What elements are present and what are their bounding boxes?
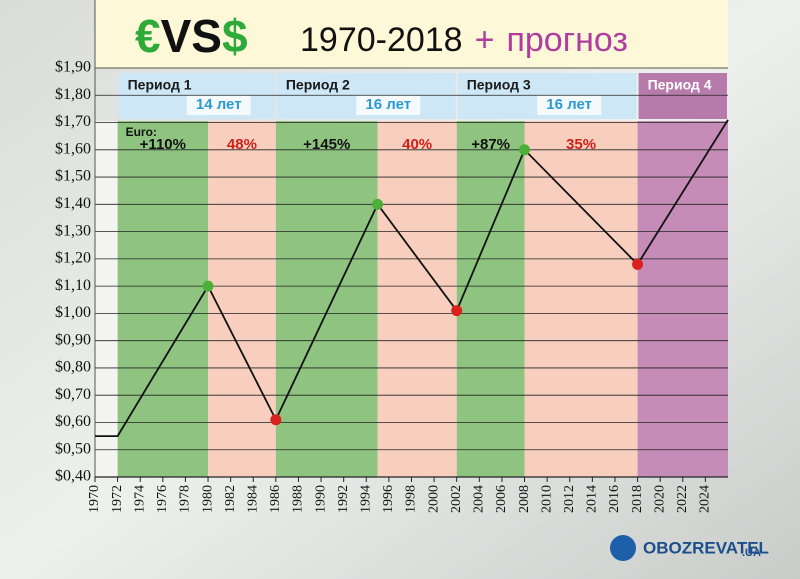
period-years: 16 лет bbox=[546, 96, 592, 113]
period-years-box bbox=[537, 95, 602, 115]
period-band bbox=[377, 121, 457, 477]
y-tick-label: $1,40 bbox=[55, 195, 91, 212]
y-tick-label: $1,60 bbox=[55, 140, 91, 157]
y-tick-label: $0,40 bbox=[55, 468, 91, 485]
band-label: 48% bbox=[227, 136, 257, 153]
y-tick-label: $0,80 bbox=[55, 359, 91, 376]
point bbox=[202, 280, 214, 292]
x-tick-label: 1988 bbox=[291, 485, 306, 513]
period-band bbox=[456, 121, 525, 477]
logo: OBOZREVATEL .UA bbox=[610, 535, 769, 561]
x-tick-label: 2014 bbox=[585, 485, 600, 513]
band-label: +87% bbox=[471, 136, 510, 153]
period-years-box bbox=[356, 95, 421, 115]
y-tick-label: $0,60 bbox=[55, 413, 91, 430]
x-tick-label: 2010 bbox=[539, 485, 554, 513]
x-tick-label: 2018 bbox=[630, 485, 645, 513]
x-tick-label: 2022 bbox=[675, 485, 690, 513]
period-band bbox=[208, 121, 276, 477]
period-name: Период 2 bbox=[286, 77, 350, 93]
logo-suffix: .UA bbox=[742, 547, 761, 559]
x-tick-label: 2002 bbox=[449, 485, 464, 513]
y-tick-label: $1,70 bbox=[55, 113, 91, 130]
period-band bbox=[637, 121, 728, 477]
y-tick-label: $1,50 bbox=[55, 168, 91, 185]
x-tick-label: 2024 bbox=[698, 485, 713, 513]
x-tick-label: 1974 bbox=[132, 485, 147, 513]
chart-subtitle: 1970-2018 + прогноз bbox=[300, 21, 628, 59]
y-tick-label: $1,90 bbox=[55, 59, 91, 76]
x-tick-label: 2012 bbox=[562, 485, 577, 513]
x-tick-label: 2006 bbox=[494, 485, 509, 513]
point bbox=[519, 144, 531, 156]
x-tick-label: 1992 bbox=[336, 485, 351, 513]
x-tick-label: 1976 bbox=[155, 485, 170, 513]
title-box bbox=[95, 0, 728, 68]
x-tick-label: 1996 bbox=[381, 485, 396, 513]
x-tick-label: 1982 bbox=[223, 485, 238, 513]
x-tick-label: 1980 bbox=[200, 485, 215, 513]
y-tick-label: $1,20 bbox=[55, 250, 91, 267]
band-label: 35% bbox=[566, 136, 596, 153]
x-tick-label: 2020 bbox=[652, 485, 667, 513]
y-tick-label: $1,80 bbox=[55, 86, 91, 103]
logo-icon bbox=[610, 535, 636, 561]
y-tick-label: $1,30 bbox=[55, 222, 91, 239]
band-label: 40% bbox=[402, 136, 432, 153]
x-tick-label: 1994 bbox=[359, 485, 374, 513]
title-part: 1970-2018 bbox=[300, 21, 463, 59]
y-tick-label: $1,00 bbox=[55, 304, 91, 321]
period-years-box bbox=[186, 95, 251, 115]
logo-text: OBOZREVATEL bbox=[643, 538, 769, 557]
x-tick-label: 1978 bbox=[178, 485, 193, 513]
y-tick-label: $0,50 bbox=[55, 440, 91, 457]
period-band bbox=[524, 121, 638, 477]
period-band bbox=[275, 121, 378, 477]
title-part: прогноз bbox=[506, 21, 628, 59]
x-tick-label: 1984 bbox=[245, 485, 260, 513]
band-label: +110% bbox=[140, 136, 186, 153]
band-note: Euro: bbox=[126, 125, 157, 139]
period-band bbox=[117, 121, 209, 477]
x-tick-label: 1986 bbox=[268, 485, 283, 513]
period-years: 16 лет bbox=[365, 96, 411, 113]
point bbox=[451, 305, 463, 317]
x-tick-label: 2004 bbox=[472, 485, 487, 513]
title-part: € bbox=[135, 10, 161, 62]
period-name: Период 4 bbox=[648, 77, 712, 93]
title-part: VS bbox=[161, 10, 222, 62]
point bbox=[632, 258, 644, 270]
point bbox=[372, 198, 384, 210]
band-label: +145% bbox=[303, 136, 350, 153]
chart-title: €VS$ bbox=[135, 10, 248, 62]
x-tick-label: 1972 bbox=[110, 485, 125, 513]
x-tick-label: 1990 bbox=[313, 485, 328, 513]
x-tick-label: 2000 bbox=[426, 485, 441, 513]
title-part: $ bbox=[222, 10, 248, 62]
y-tick-label: $1,10 bbox=[55, 277, 91, 294]
period-name: Период 3 bbox=[467, 77, 531, 93]
period-header bbox=[638, 73, 727, 119]
period-name: Период 1 bbox=[128, 77, 192, 93]
point bbox=[270, 414, 282, 426]
y-tick-label: $0,70 bbox=[55, 386, 91, 403]
x-tick-label: 1998 bbox=[404, 485, 419, 513]
x-tick-label: 2008 bbox=[517, 485, 532, 513]
y-tick-label: $0,90 bbox=[55, 331, 91, 348]
title-part: + bbox=[475, 21, 495, 59]
x-tick-label: 1970 bbox=[87, 485, 102, 513]
period-years: 14 лет bbox=[196, 96, 242, 113]
x-tick-label: 2016 bbox=[607, 485, 622, 513]
